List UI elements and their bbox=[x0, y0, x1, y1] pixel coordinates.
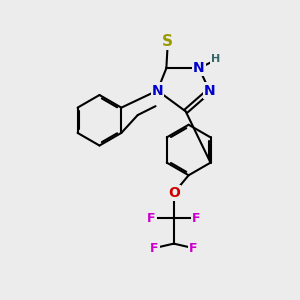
Text: S: S bbox=[162, 34, 173, 49]
Text: O: O bbox=[168, 186, 180, 200]
Text: N: N bbox=[204, 84, 215, 98]
Text: F: F bbox=[192, 212, 200, 225]
Text: N: N bbox=[152, 84, 163, 98]
Text: N: N bbox=[193, 61, 205, 75]
Text: F: F bbox=[189, 242, 197, 255]
Text: F: F bbox=[150, 242, 159, 255]
Text: H: H bbox=[211, 54, 220, 64]
Text: F: F bbox=[147, 212, 156, 225]
